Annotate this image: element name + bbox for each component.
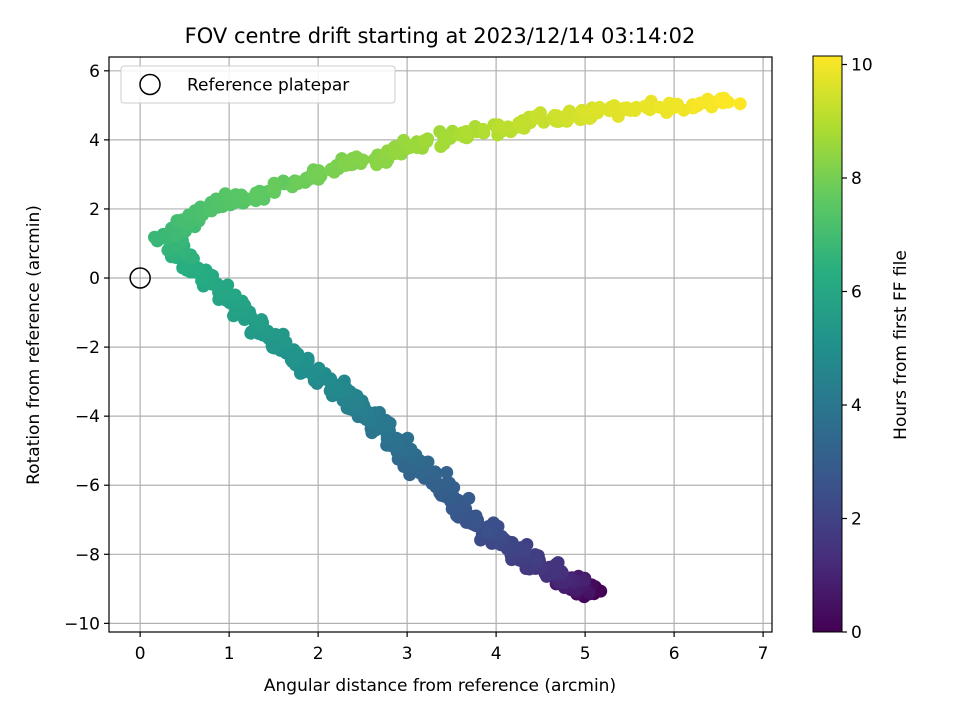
data-point <box>466 514 480 528</box>
x-tick-label: 1 <box>224 644 235 664</box>
x-tick-label: 3 <box>402 644 413 664</box>
data-point <box>375 418 389 432</box>
data-point <box>551 556 565 570</box>
data-point <box>405 138 419 152</box>
y-tick-label: −8 <box>75 545 100 565</box>
data-point <box>691 99 705 113</box>
data-point <box>550 109 564 123</box>
y-axis-ticks: −10 −8 −6 −4 −2 0 2 4 6 <box>64 62 109 634</box>
legend-marker-circle-icon <box>139 73 161 96</box>
data-point <box>228 288 242 302</box>
legend-entry-reference-platepar: Reference platepar <box>187 76 349 96</box>
x-tick-label: 6 <box>669 644 680 664</box>
data-point <box>733 97 747 111</box>
data-point <box>355 154 369 167</box>
x-axis-ticks: 0 1 2 3 4 5 6 7 <box>135 632 769 664</box>
x-tick-label: 4 <box>491 644 502 664</box>
data-point <box>476 122 490 136</box>
y-tick-label: −6 <box>75 476 100 496</box>
data-point <box>440 466 454 479</box>
data-point <box>607 99 621 113</box>
data-point <box>404 442 418 456</box>
data-point <box>721 95 735 109</box>
y-tick-label: 0 <box>89 269 100 289</box>
data-point <box>205 204 218 218</box>
legend-box <box>120 65 396 104</box>
colorbar-tick-label: 2 <box>851 510 862 530</box>
data-point <box>290 175 304 189</box>
data-point <box>546 566 560 580</box>
data-point <box>512 116 526 130</box>
data-point <box>387 140 401 154</box>
y-tick-label: −4 <box>75 407 100 427</box>
colorbar-ticks: 0 2 4 6 8 10 <box>842 56 873 643</box>
data-point <box>417 134 431 148</box>
data-point <box>218 187 232 201</box>
y-tick-label: 2 <box>89 200 100 220</box>
data-point <box>267 181 280 194</box>
scatter-points <box>148 91 747 604</box>
data-point <box>670 99 684 113</box>
data-point <box>345 152 359 165</box>
colorbar-tick-label: 8 <box>851 169 862 189</box>
reference-platepar-marker <box>129 267 151 289</box>
y-tick-label: 6 <box>89 62 100 82</box>
data-point <box>462 491 476 505</box>
plot-frame <box>108 56 773 633</box>
data-point <box>481 525 495 539</box>
data-point <box>528 548 542 562</box>
x-tick-label: 5 <box>580 644 591 664</box>
colorbar-gradient <box>812 55 843 633</box>
colorbar-label: Hours from first FF file <box>891 250 911 440</box>
colorbar-tick-label: 10 <box>851 56 873 76</box>
data-point <box>495 120 509 134</box>
data-point <box>461 126 475 140</box>
grid-lines <box>109 57 772 632</box>
colorbar-tick-label: 6 <box>851 283 862 303</box>
data-point <box>265 339 279 353</box>
data-point <box>439 129 453 143</box>
data-point <box>577 106 591 120</box>
legend: Reference platepar <box>120 65 396 104</box>
data-point <box>429 480 443 494</box>
colorbar: 0 2 4 6 8 10 Hours from first FF file <box>812 55 911 643</box>
data-point <box>440 476 454 490</box>
data-point <box>234 188 248 202</box>
y-tick-label: −10 <box>64 614 100 634</box>
colorbar-tick-label: 4 <box>851 396 862 416</box>
data-point <box>628 104 642 117</box>
y-tick-label: −2 <box>75 338 100 358</box>
data-point <box>652 100 666 114</box>
chart-title: FOV centre drift starting at 2023/12/14 … <box>185 24 696 48</box>
colorbar-tick-label: 0 <box>851 623 862 643</box>
y-axis-label: Rotation from reference (arcmin) <box>24 205 44 485</box>
data-point <box>561 107 575 121</box>
x-tick-label: 2 <box>313 644 324 664</box>
data-point <box>148 230 161 244</box>
data-point <box>701 92 715 106</box>
data-point <box>337 374 351 388</box>
data-point <box>249 186 263 200</box>
x-tick-label: 0 <box>135 644 146 664</box>
x-tick-label: 7 <box>758 644 769 664</box>
data-point <box>611 109 625 123</box>
data-point <box>533 106 547 120</box>
data-point <box>640 101 654 115</box>
data-point <box>589 103 603 117</box>
data-point <box>221 278 235 292</box>
x-axis-label: Angular distance from reference (arcmin) <box>264 676 616 696</box>
data-point <box>312 361 326 375</box>
data-point <box>313 165 327 179</box>
y-tick-label: 4 <box>89 131 100 151</box>
